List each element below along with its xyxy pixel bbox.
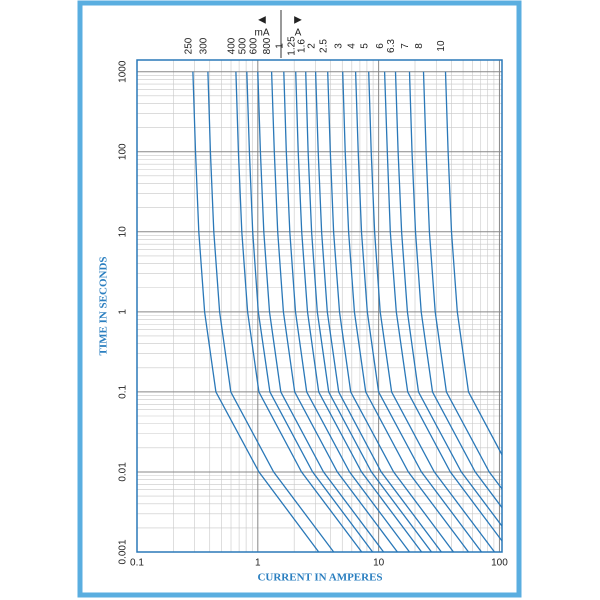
- y-axis-label: TIME IN SECONDS: [98, 256, 110, 355]
- fuse-curve: [327, 71, 455, 552]
- fuse-curve: [408, 71, 502, 509]
- fuse-curve: [368, 71, 496, 552]
- series-label: 2.5: [318, 39, 329, 53]
- frame: [77, 0, 522, 598]
- unit-left: mA: [255, 28, 270, 39]
- unit-arrow: ◀: [258, 15, 266, 26]
- y-tick-label: 0.1: [118, 385, 129, 399]
- fuse-curve: [283, 71, 411, 552]
- y-tick-label: 0.01: [118, 462, 129, 482]
- series-label: 4: [346, 43, 357, 49]
- x-tick-label: 1: [255, 558, 261, 569]
- fuse-curve: [192, 71, 320, 552]
- series-label: 600: [248, 37, 259, 54]
- series-label: 1: [274, 43, 285, 49]
- series-label: 250: [184, 37, 195, 54]
- series-label: 6: [375, 43, 386, 49]
- x-tick-label: 10: [373, 558, 385, 569]
- y-tick-label: 1000: [118, 60, 129, 83]
- series-label: 7: [400, 43, 411, 49]
- series-label: 5: [359, 43, 370, 49]
- x-tick-label: 100: [491, 558, 508, 569]
- fuse-curve: [314, 71, 442, 552]
- fuse-curve: [270, 71, 398, 552]
- fuse-curve: [295, 71, 423, 552]
- series-label: 3: [333, 43, 344, 49]
- series-label: 6.3: [386, 39, 397, 53]
- series-label: 1.25: [286, 36, 297, 56]
- series-label: 10: [436, 40, 447, 52]
- y-tick-label: 10: [118, 226, 129, 238]
- fuse-curve: [422, 71, 502, 491]
- fuse-curve: [207, 71, 335, 552]
- series-label: 800: [262, 37, 273, 54]
- fuse-curve: [235, 71, 363, 552]
- fuse-curve: [383, 71, 502, 543]
- fuse-curve: [246, 71, 374, 552]
- y-tick-label: 100: [118, 143, 129, 160]
- unit-arrow: ▶: [294, 15, 302, 26]
- fuse-curve: [354, 71, 483, 552]
- fuse-curve: [394, 71, 502, 528]
- fuse-curve: [257, 71, 385, 552]
- plot-area: [192, 71, 502, 552]
- series-label: 8: [414, 43, 425, 49]
- series-label: 500: [237, 37, 248, 54]
- plot-border: [136, 59, 503, 553]
- fuse-curve: [342, 71, 470, 552]
- unit-right: A: [295, 28, 302, 39]
- y-tick-label: 0.001: [118, 539, 129, 564]
- series-label: 300: [199, 37, 210, 54]
- x-tick-label: 0.1: [130, 558, 144, 569]
- y-tick-label: 1: [118, 309, 129, 315]
- fuse-curve: [444, 71, 502, 457]
- series-label: 400: [226, 37, 237, 54]
- series-label: 2: [306, 43, 317, 49]
- fuse-curve: [305, 71, 433, 552]
- x-axis-label: CURRENT IN AMPERES: [257, 572, 382, 584]
- series-label: 1.6: [296, 39, 307, 53]
